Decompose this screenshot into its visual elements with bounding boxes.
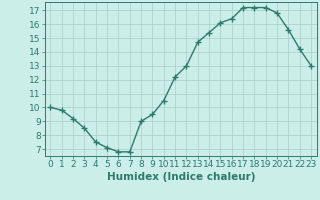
X-axis label: Humidex (Indice chaleur): Humidex (Indice chaleur): [107, 172, 255, 182]
